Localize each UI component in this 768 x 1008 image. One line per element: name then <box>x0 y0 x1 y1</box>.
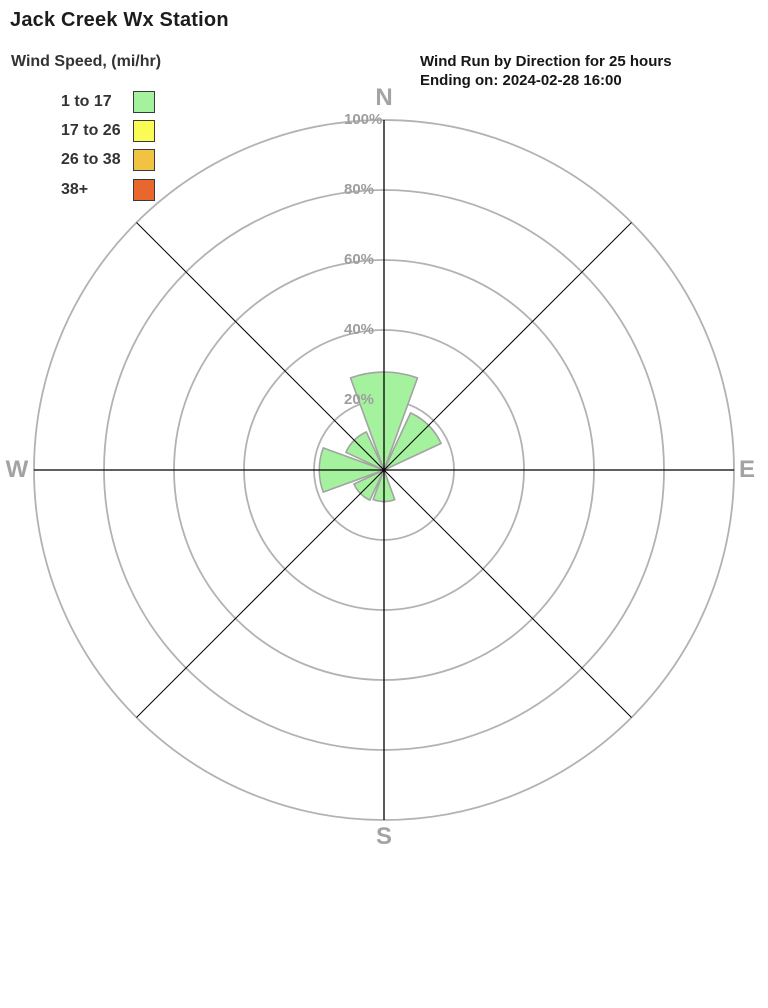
axis-se-nw <box>136 222 632 718</box>
compass-label-e: E <box>738 456 756 483</box>
legend-swatch-amber <box>133 149 155 171</box>
page-title: Jack Creek Wx Station <box>10 9 229 31</box>
ring-label-80: 80% <box>344 181 375 198</box>
legend-item-label: 38+ <box>61 181 89 198</box>
ring-label-40: 40% <box>344 321 375 338</box>
compass-label-s: S <box>375 823 393 850</box>
legend-swatch-orange <box>133 179 155 201</box>
ring-label-100: 100% <box>344 111 383 128</box>
legend-title: Wind Speed, (mi/hr) <box>11 53 162 70</box>
compass-label-n: N <box>375 84 393 111</box>
compass-label-w: W <box>5 456 29 483</box>
legend-item-label: 17 to 26 <box>61 122 121 139</box>
report-header: Wind Run by Direction for 25 hours Endin… <box>420 52 672 90</box>
legend-swatch-green <box>133 91 155 113</box>
legend-swatch-yellow <box>133 120 155 142</box>
ring-label-60: 60% <box>344 251 375 268</box>
legend-item-label: 26 to 38 <box>61 151 121 168</box>
ring-label-20: 20% <box>344 391 375 408</box>
legend-item-label: 1 to 17 <box>61 93 112 110</box>
report-header-line2: Ending on: 2024-02-28 16:00 <box>420 72 622 89</box>
report-header-line1: Wind Run by Direction for 25 hours <box>420 53 672 70</box>
